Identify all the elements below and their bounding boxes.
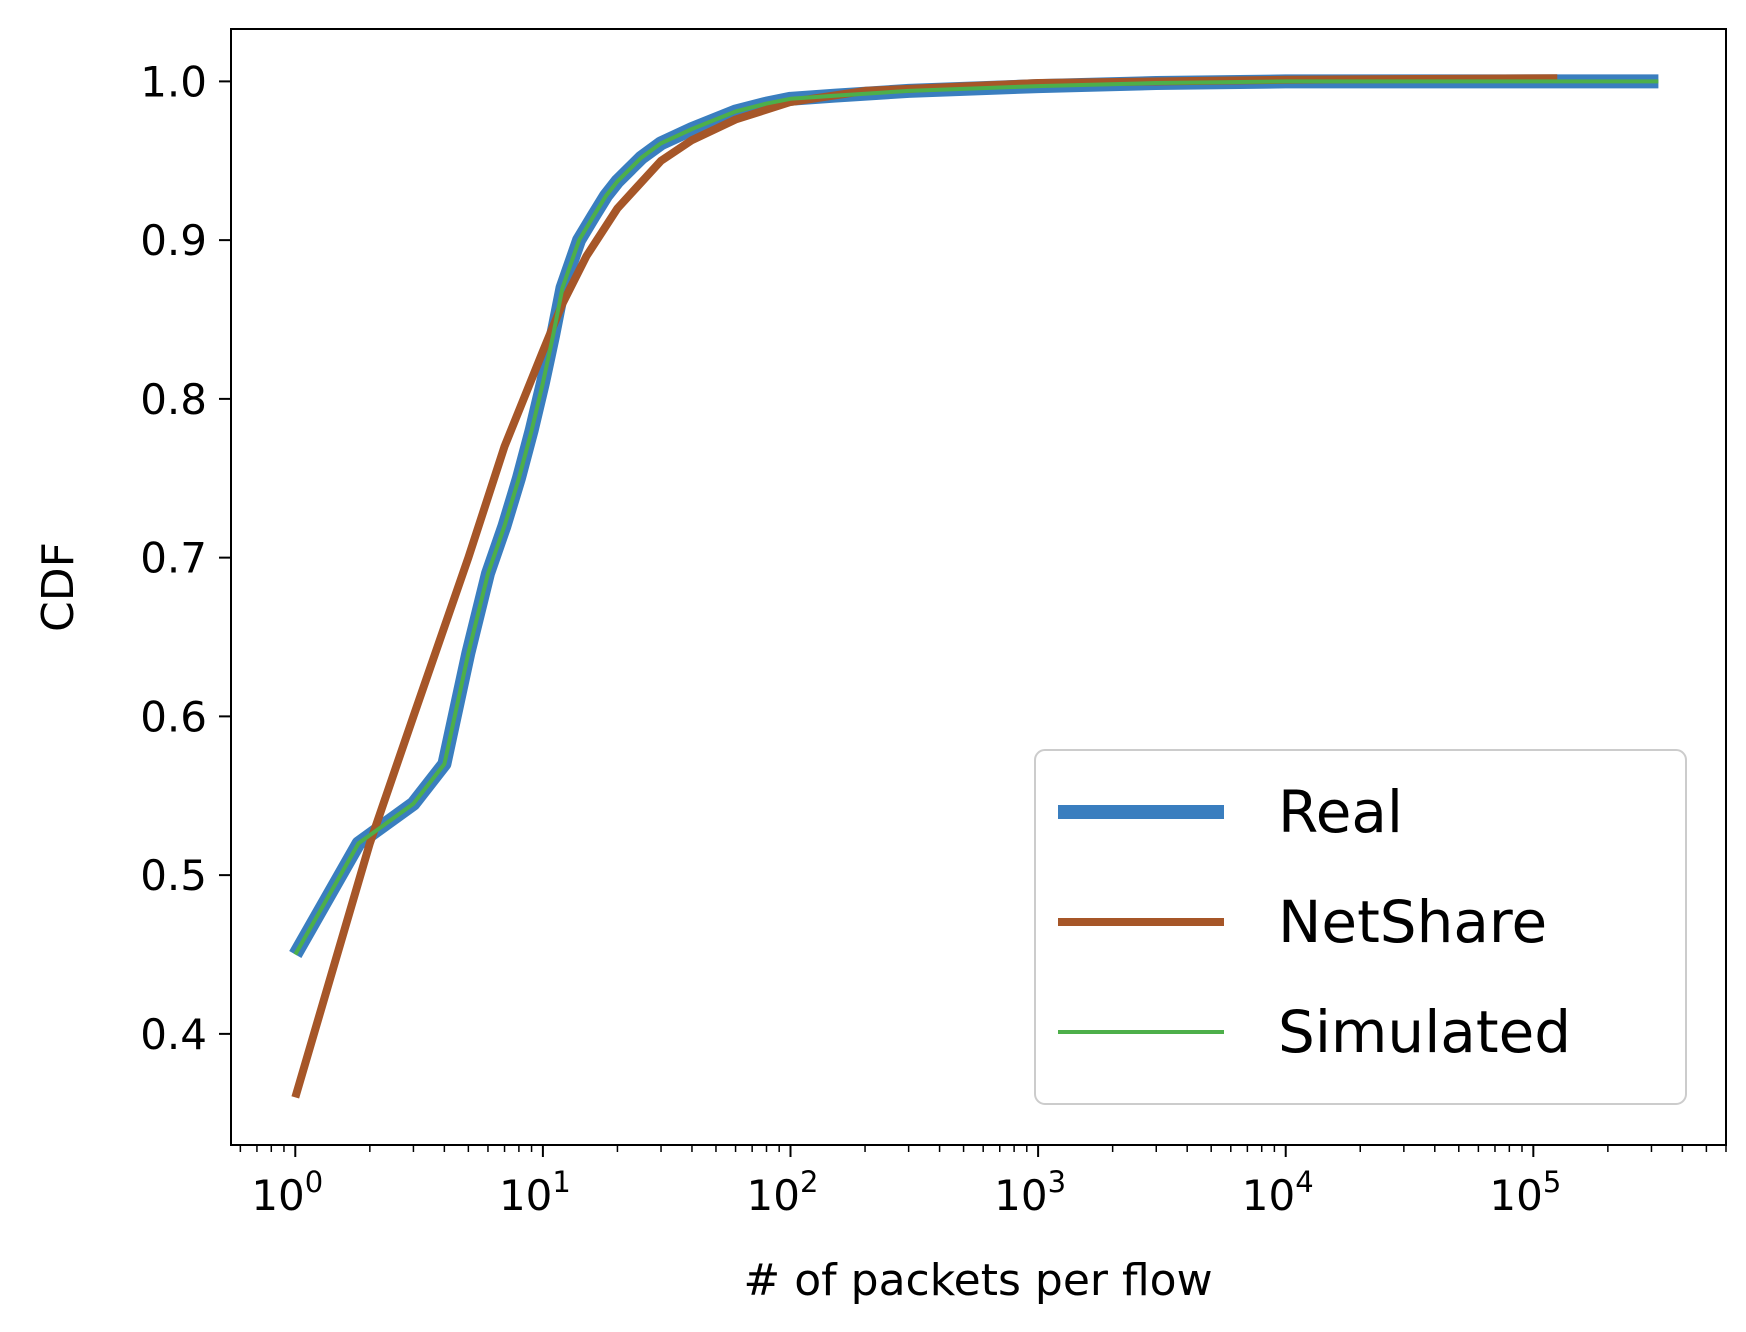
legend-label-simulated: Simulated [1278,998,1571,1066]
x-tick-exponent: 0 [305,1165,323,1199]
x-tick-exponent: 2 [800,1165,818,1199]
y-tick-label: 0.6 [140,692,207,741]
y-tick-label: 0.4 [140,1010,207,1059]
x-tick-label: 103 [994,1165,1066,1220]
x-tick-label: 104 [1242,1165,1314,1220]
axes-frame [230,28,1727,1146]
legend: Real NetShare Simulated [1034,749,1687,1105]
x-tick-label: 101 [499,1165,571,1220]
x-axis-label: # of packets per flow [743,1255,1212,1306]
y-tick-label: 1.0 [140,57,207,106]
y-tick-label: 0.8 [140,375,207,424]
y-tick-label: 0.9 [140,216,207,265]
x-tick-exponent: 1 [552,1165,570,1199]
x-tick-exponent: 5 [1543,1165,1561,1199]
series-line-netshare [291,74,1558,1099]
y-axis-label: CDF [33,542,84,632]
x-tick-label: 102 [747,1165,819,1220]
x-tick-label: 105 [1489,1165,1561,1220]
legend-label-real: Real [1278,778,1403,846]
legend-label-netshare: NetShare [1278,888,1547,956]
x-axis: 100 101 102 103 104 105 [239,1145,1727,1220]
legend-box [1034,749,1687,1105]
y-tick-label: 0.7 [140,534,207,583]
series-line-simulated [293,79,1659,956]
y-tick-label: 0.5 [140,851,207,900]
series-layer [289,74,1659,1099]
x-tick-exponent: 4 [1295,1165,1313,1199]
x-tick-label: 100 [251,1165,323,1220]
y-axis: 0.4 0.5 0.6 0.7 0.8 0.9 1.0 [140,57,231,1059]
x-tick-exponent: 3 [1048,1165,1066,1199]
